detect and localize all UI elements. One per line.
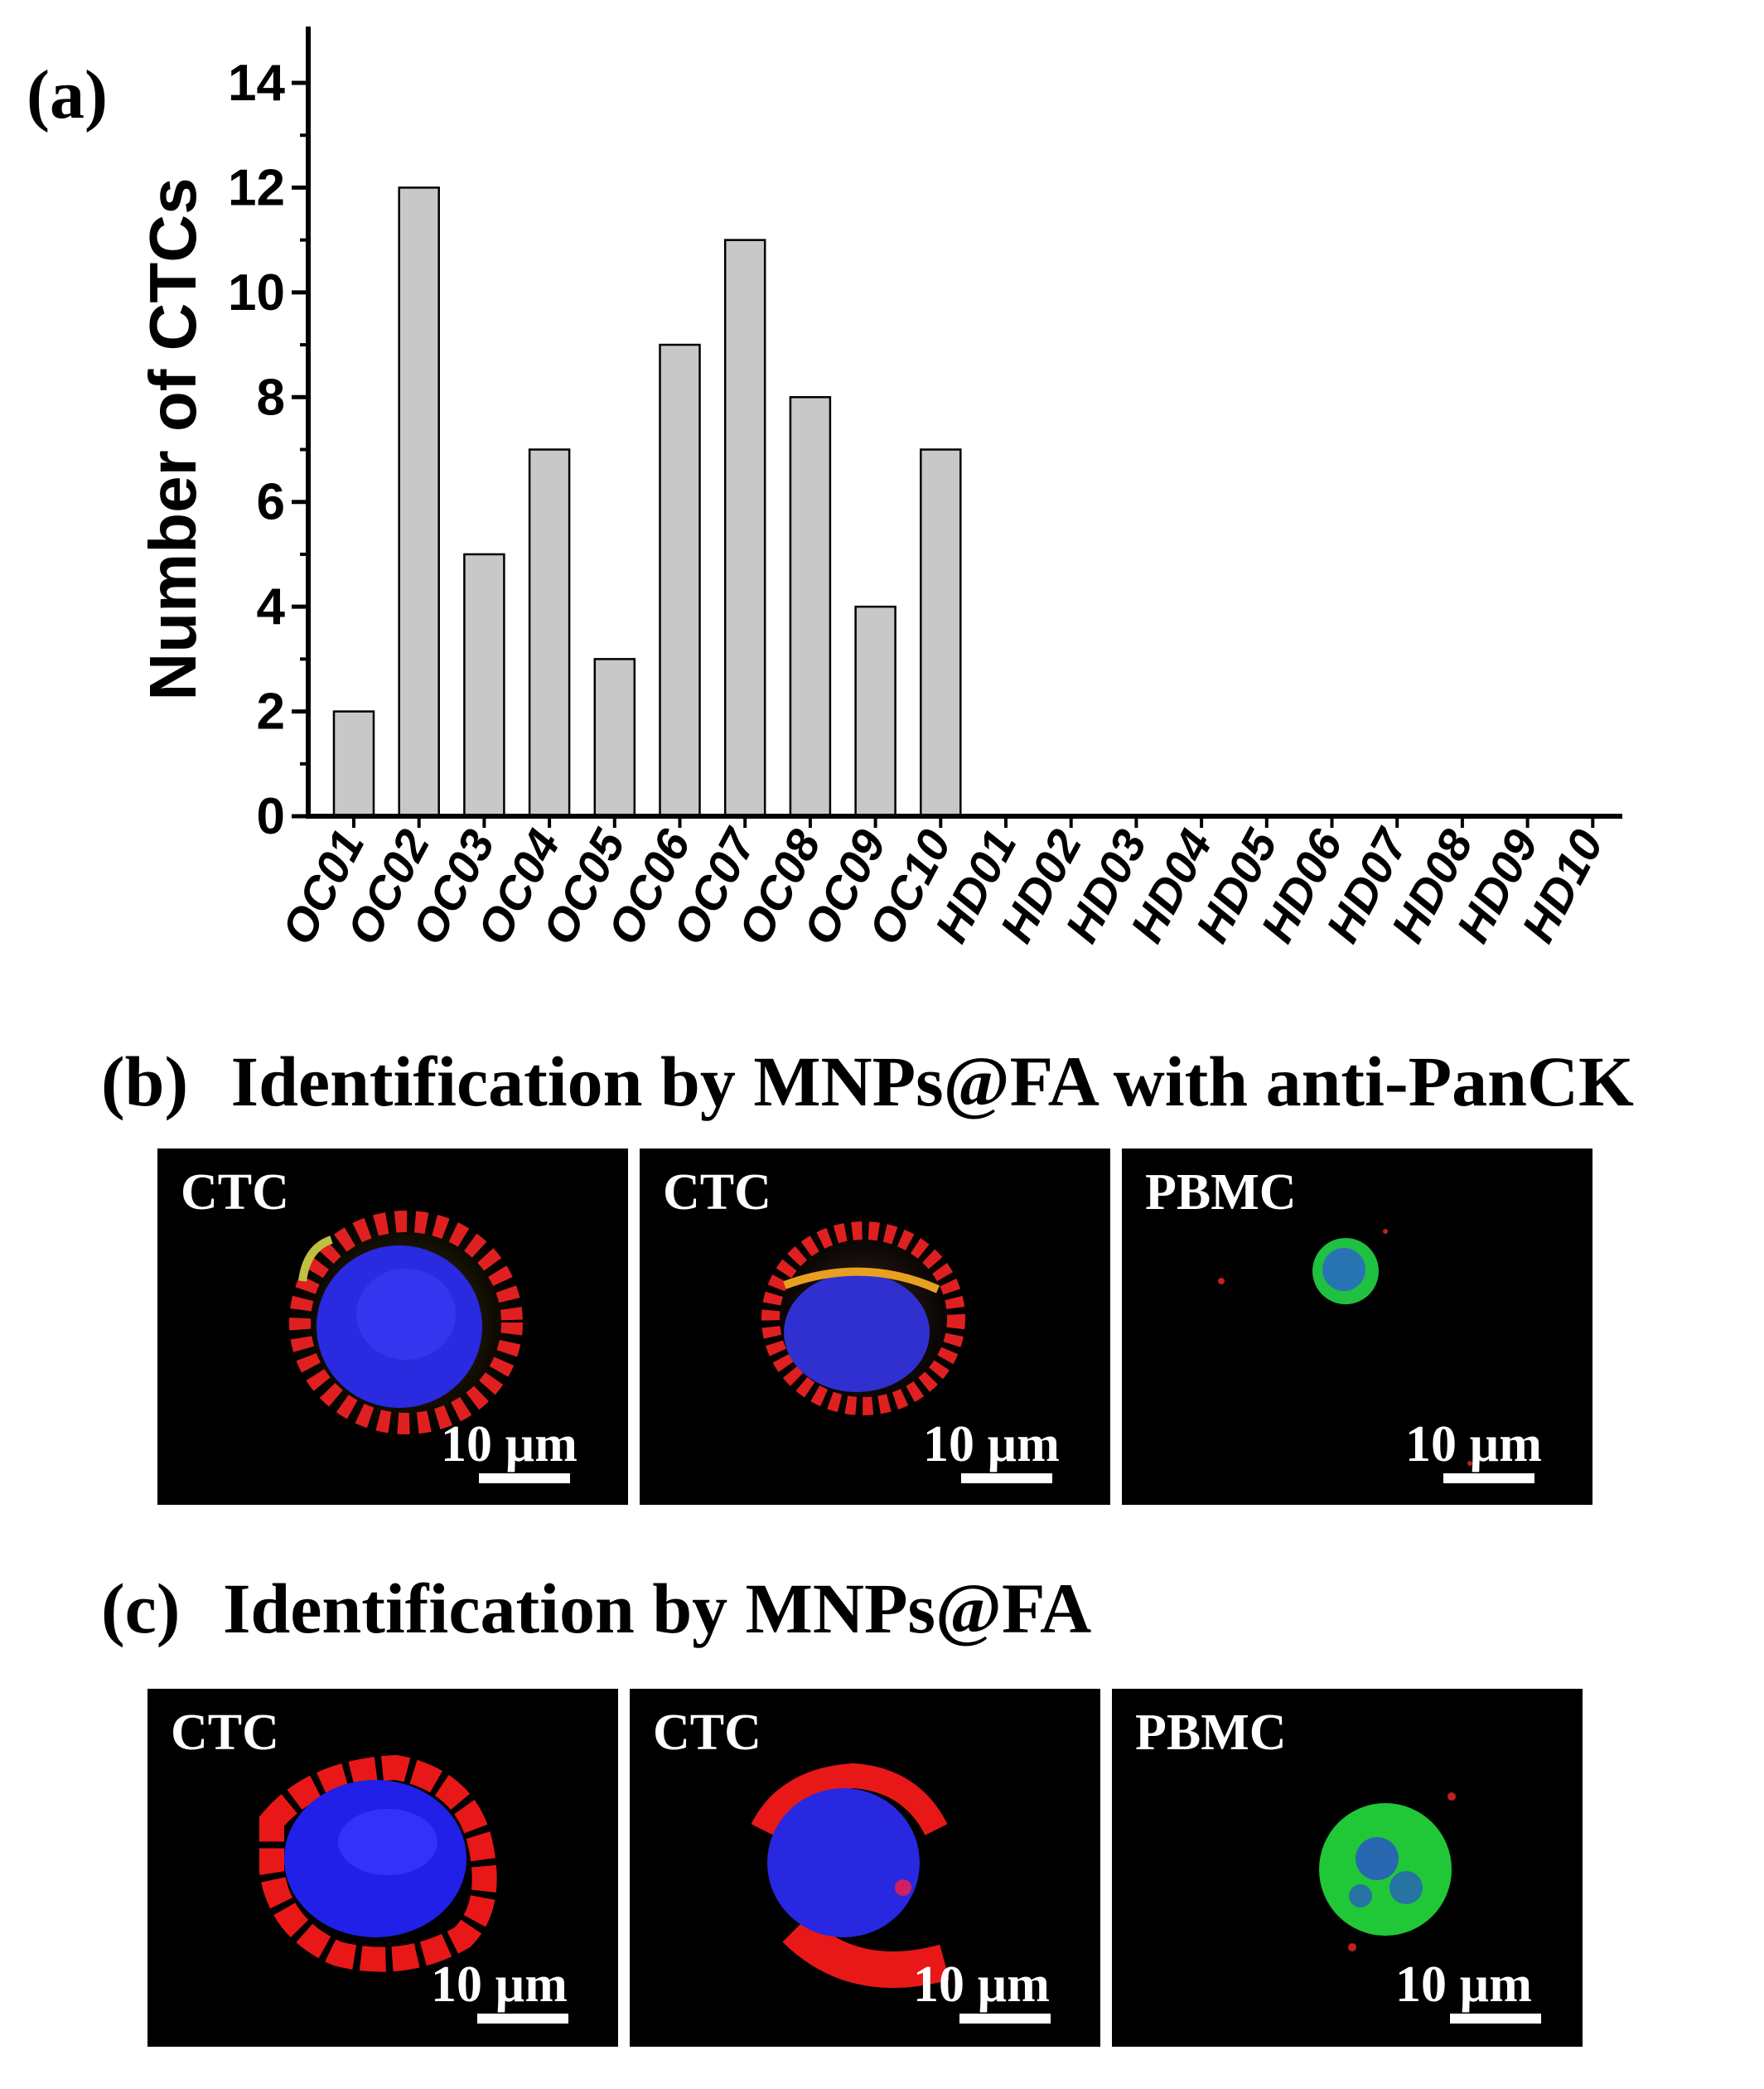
bars xyxy=(332,186,962,818)
y-tick-label: 2 xyxy=(257,684,285,741)
cell-type-label: PBMC xyxy=(1135,1705,1287,1761)
bar-oc02 xyxy=(398,186,440,818)
cell-image xyxy=(1319,1792,1456,1951)
y-tick-label: 12 xyxy=(228,159,285,216)
y-tick-label: 4 xyxy=(257,578,286,636)
cell-type-label: PBMC xyxy=(1145,1164,1297,1221)
scale-bar xyxy=(959,2014,1051,2024)
micrograph-c2: CTC 10 µm xyxy=(630,1689,1100,2047)
bar-chart: (a) Number of CTCs 0 2 4 6 8 10 12 14 OC01OC02O… xyxy=(27,27,1622,953)
bar-oc07 xyxy=(723,239,766,818)
bar-oc06 xyxy=(659,343,701,818)
scale-bar xyxy=(477,2014,568,2024)
cell-image xyxy=(259,1754,497,1972)
cell-image xyxy=(751,1763,950,1988)
y-axis-label: Number of CTCs xyxy=(136,177,210,700)
x-axis-tick-labels: OC01OC02OC03OC04OC05OC06OC07OC08OC09OC10… xyxy=(271,816,1613,953)
bar-oc01 xyxy=(332,710,375,818)
cell-type-label: CTC xyxy=(181,1164,289,1221)
bar-oc04 xyxy=(528,448,571,818)
cell-type-label: CTC xyxy=(653,1705,761,1761)
y-tick-label: 14 xyxy=(228,55,285,112)
bar-oc09 xyxy=(854,605,896,818)
bar-oc05 xyxy=(593,658,636,818)
scale-bar xyxy=(1443,1473,1534,1483)
micrograph-b2: CTC 10 µm xyxy=(640,1148,1110,1505)
panel-c-label: (c) xyxy=(101,1569,181,1648)
panel-b-heading: (b) Identification by MNPs@FA with anti-… xyxy=(101,1046,1634,1117)
micrograph-b1: CTC 10 µm xyxy=(157,1148,628,1505)
scale-bar-label: 10 µm xyxy=(431,1956,568,2013)
panel-c-heading: (c) Identification by MNPs@FA xyxy=(101,1573,1091,1644)
cell-image xyxy=(289,1206,523,1439)
y-axis-ticks: 0 2 4 6 8 10 12 14 xyxy=(228,55,308,845)
y-tick-label: 0 xyxy=(257,788,285,845)
scale-bar xyxy=(1450,2014,1541,2024)
bar-oc08 xyxy=(789,396,832,818)
cell-image xyxy=(1218,1229,1472,1466)
panel-c-title: Identification by MNPs@FA xyxy=(222,1569,1092,1648)
panel-b-label: (b) xyxy=(101,1042,189,1121)
micrograph-c1: CTC 10 µm xyxy=(147,1689,618,2047)
scale-bar xyxy=(961,1473,1052,1483)
scale-bar-label: 10 µm xyxy=(923,1416,1060,1472)
cell-type-label: CTC xyxy=(171,1705,279,1761)
y-tick-label: 10 xyxy=(228,264,285,322)
scale-bar-label: 10 µm xyxy=(1405,1416,1542,1472)
bar-oc10 xyxy=(920,448,962,818)
panel-b-title: Identification by MNPs@FA with anti-PanC… xyxy=(230,1042,1634,1121)
y-tick-label: 6 xyxy=(257,474,285,531)
micrograph-c3: PBMC 10 µm xyxy=(1112,1689,1583,2047)
scale-bar-label: 10 µm xyxy=(1395,1956,1532,2013)
cell-image xyxy=(761,1219,965,1418)
scale-bar-label: 10 µm xyxy=(913,1956,1050,2013)
scale-bar-label: 10 µm xyxy=(441,1416,578,1472)
bar-oc03 xyxy=(463,553,505,818)
scale-bar xyxy=(479,1473,570,1483)
y-tick-label: 8 xyxy=(257,369,285,426)
micrograph-b3: PBMC 10 µm xyxy=(1122,1148,1592,1505)
panel-a-label: (a) xyxy=(27,56,108,133)
cell-type-label: CTC xyxy=(663,1164,771,1221)
